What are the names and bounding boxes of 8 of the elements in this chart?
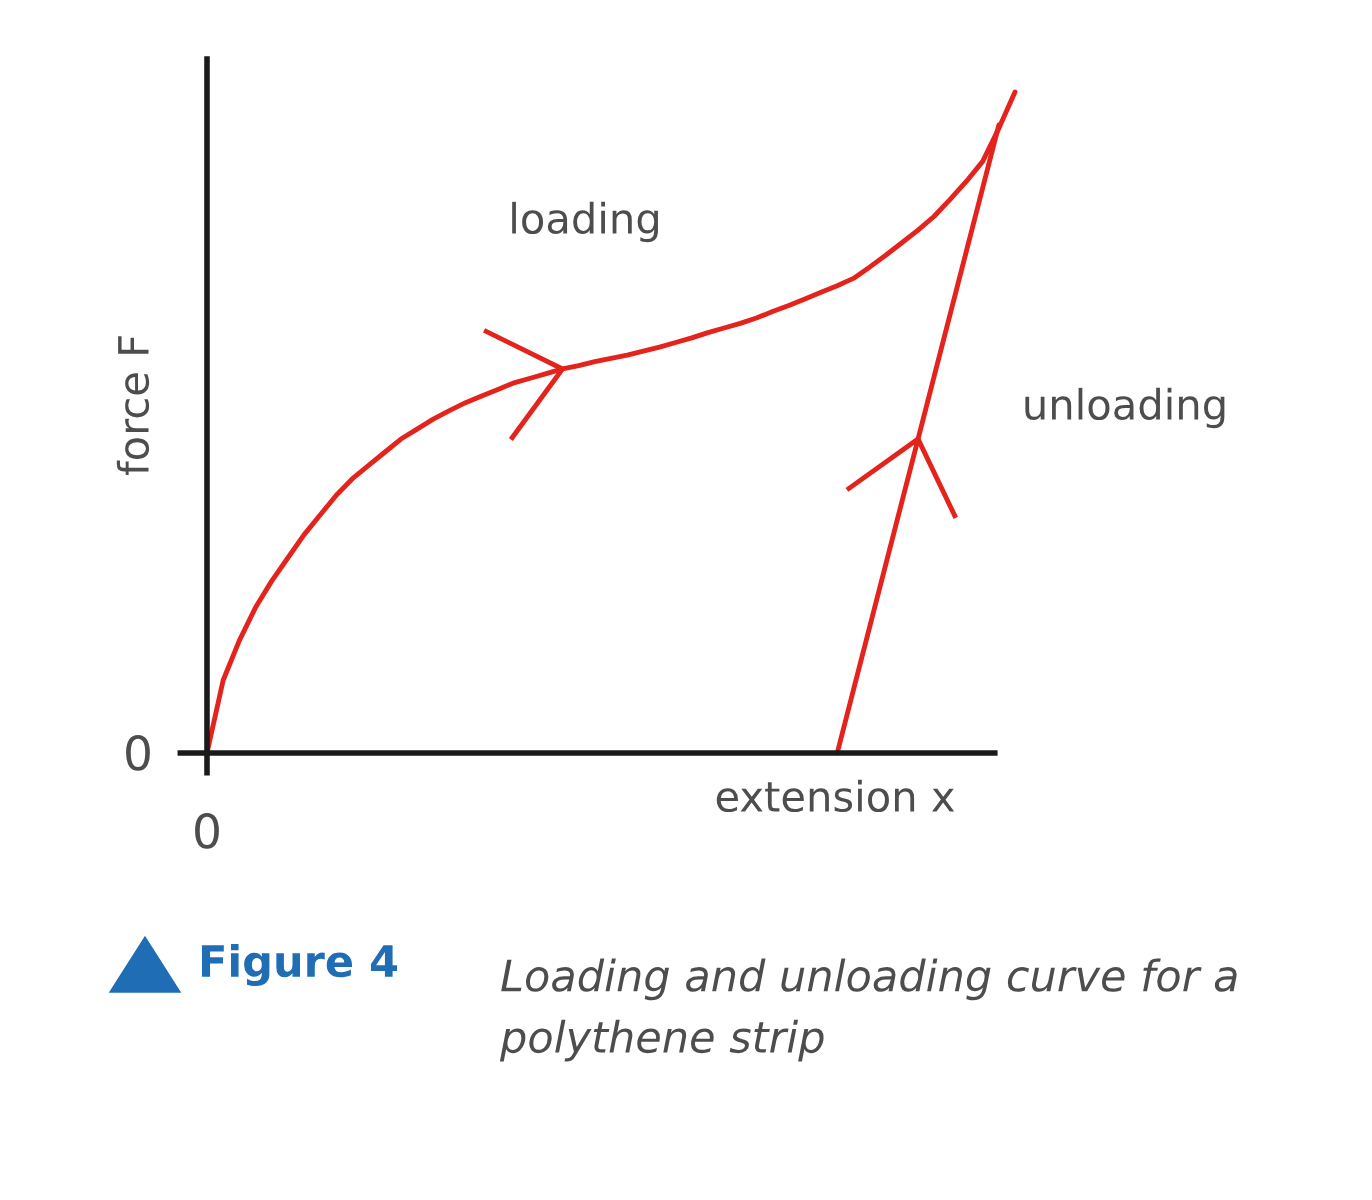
x-axis-title: extension x <box>716 779 955 813</box>
text: 0 <box>195 812 219 849</box>
text: unloading <box>1025 387 1225 429</box>
text: 0 <box>126 734 150 771</box>
text: Loading and unloading curve for a polythene strip <box>499 958 1237 1062</box>
annotation: loading <box>512 201 658 243</box>
caption: Figure 4 <box>201 944 398 986</box>
y-axis-title: force F <box>116 336 150 476</box>
